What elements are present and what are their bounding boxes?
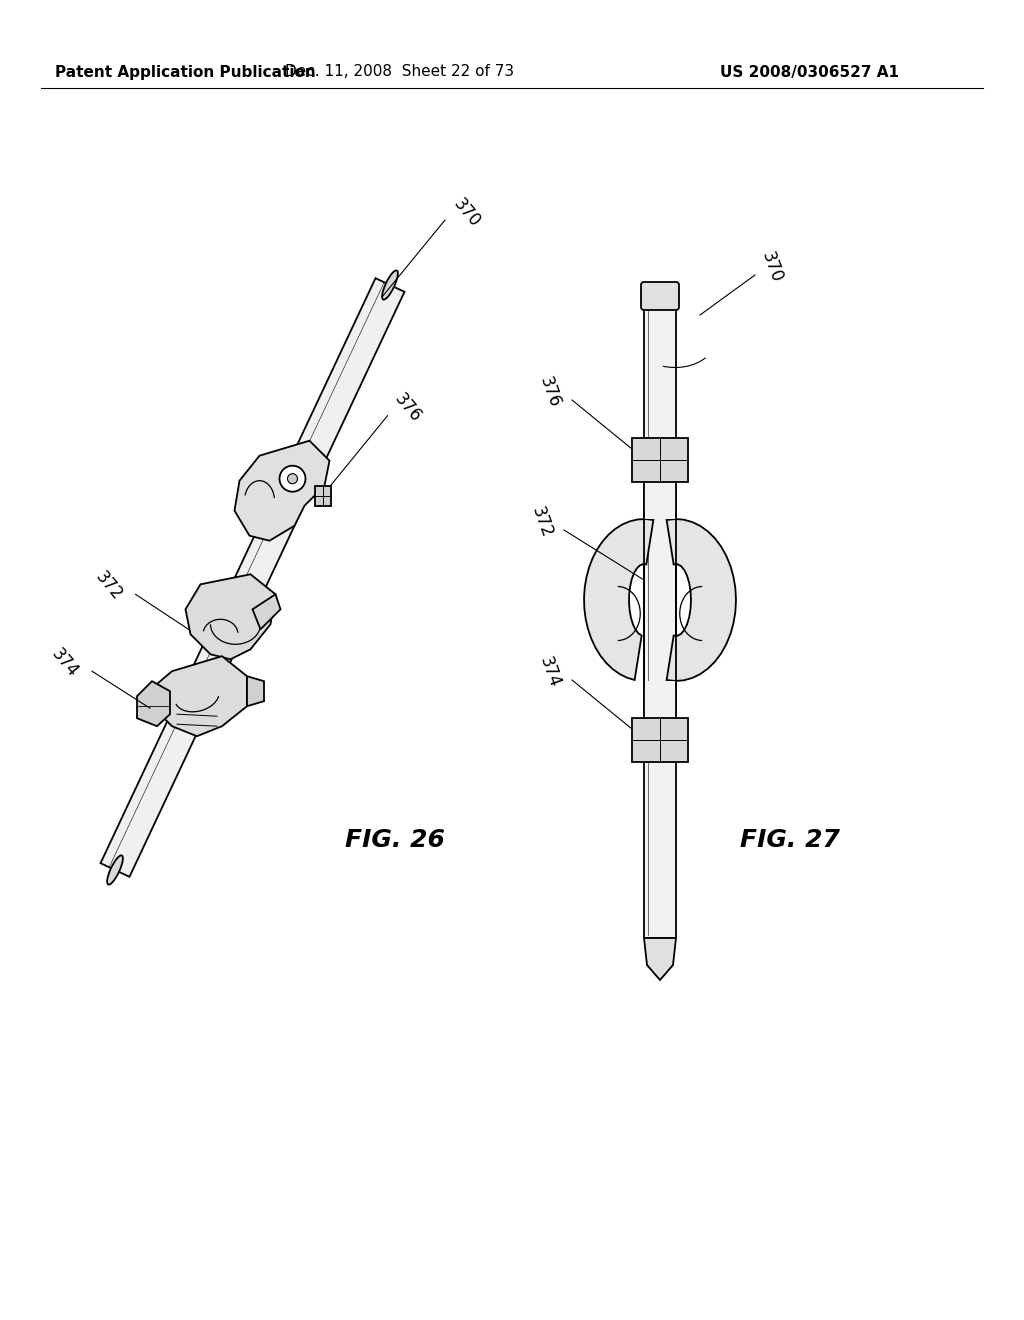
Text: 376: 376 xyxy=(390,389,425,425)
Text: 374: 374 xyxy=(537,655,564,690)
Ellipse shape xyxy=(108,855,123,884)
Bar xyxy=(644,681,676,718)
Text: US 2008/0306527 A1: US 2008/0306527 A1 xyxy=(720,65,899,79)
Text: FIG. 27: FIG. 27 xyxy=(740,828,840,851)
Text: 372: 372 xyxy=(528,504,556,540)
Bar xyxy=(632,718,688,762)
Polygon shape xyxy=(152,656,247,737)
Polygon shape xyxy=(100,279,404,876)
FancyBboxPatch shape xyxy=(641,282,679,310)
Polygon shape xyxy=(137,681,170,726)
Bar xyxy=(632,438,688,482)
Text: 370: 370 xyxy=(450,195,484,231)
Polygon shape xyxy=(584,519,653,680)
Text: 372: 372 xyxy=(91,569,126,605)
Text: FIG. 26: FIG. 26 xyxy=(345,828,445,851)
Polygon shape xyxy=(185,574,275,659)
Polygon shape xyxy=(644,939,676,979)
Circle shape xyxy=(280,466,305,492)
Circle shape xyxy=(288,474,298,483)
Ellipse shape xyxy=(382,271,398,300)
Text: Dec. 11, 2008  Sheet 22 of 73: Dec. 11, 2008 Sheet 22 of 73 xyxy=(286,65,515,79)
Polygon shape xyxy=(234,441,330,541)
Polygon shape xyxy=(253,594,281,630)
Polygon shape xyxy=(247,676,264,706)
Text: Patent Application Publication: Patent Application Publication xyxy=(55,65,315,79)
Bar xyxy=(644,482,676,519)
Text: 370: 370 xyxy=(758,249,785,285)
Text: 374: 374 xyxy=(48,645,82,681)
Text: 376: 376 xyxy=(537,374,564,411)
Bar xyxy=(314,486,331,506)
Bar xyxy=(644,304,676,939)
Polygon shape xyxy=(667,519,736,681)
